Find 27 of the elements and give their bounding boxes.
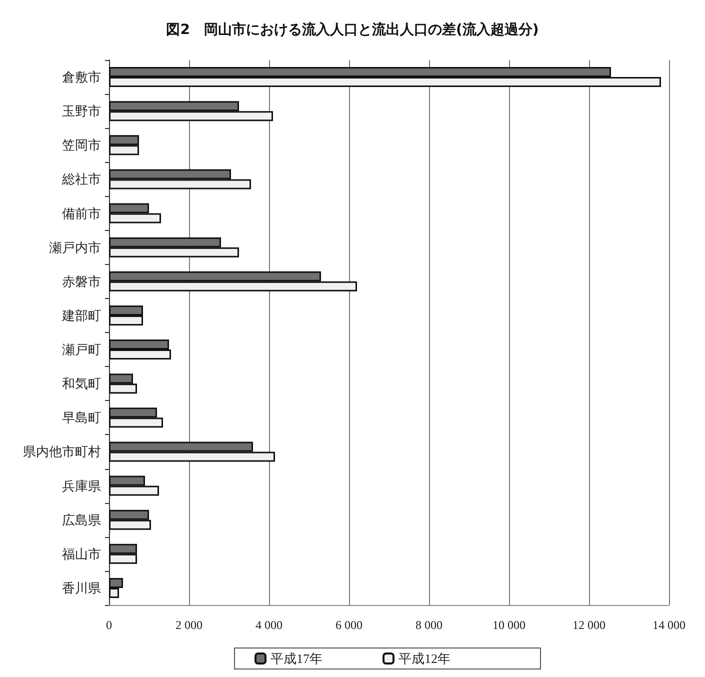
x-tick-label: 4 000 [256, 618, 282, 632]
y-tick-label: 備前市 [62, 206, 101, 221]
y-tick-label: 香川県 [62, 580, 101, 596]
x-tick-label: 2 000 [176, 618, 202, 632]
x-tick-label: 0 [106, 618, 112, 632]
y-tick-label: 総社市 [61, 172, 101, 187]
legend-label: 平成12年 [398, 651, 450, 666]
y-tick-label: 倉敷市 [62, 70, 101, 85]
y-tick-label: 瀬戸町 [62, 342, 101, 358]
y-tick-label: 広島県 [62, 512, 101, 528]
x-tick-label: 14 000 [652, 618, 686, 632]
x-tick-label: 10 000 [492, 618, 526, 632]
legend-label: 平成17年 [270, 651, 322, 666]
y-tick-label: 早島町 [62, 410, 101, 426]
y-tick-label: 和気町 [62, 376, 101, 392]
x-tick-label: 8 000 [416, 618, 442, 632]
x-tick-label: 6 000 [336, 618, 362, 632]
y-tick-label: 笠岡市 [62, 138, 101, 153]
chart-title: 図2 岡山市における流入人口と流出人口の差(流入超過分) [166, 21, 539, 38]
y-tick-label: 玉野市 [62, 104, 101, 119]
y-tick-label: 兵庫県 [62, 478, 101, 494]
y-tick-label: 瀬戸内市 [49, 240, 101, 255]
x-tick-label: 12 000 [572, 618, 606, 632]
y-tick-label: 赤磐市 [62, 274, 101, 289]
y-tick-label: 県内他市町村 [23, 444, 101, 460]
y-tick-label: 福山市 [62, 546, 101, 562]
y-tick-label: 建部町 [61, 308, 101, 323]
